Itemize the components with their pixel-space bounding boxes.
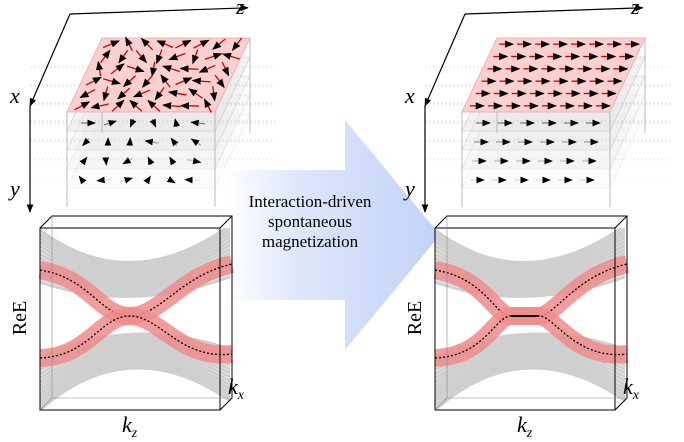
energy-label: ReE	[404, 301, 426, 335]
axis-z	[70, 8, 248, 14]
caption-line: spontaneous	[268, 212, 352, 231]
subscript: z	[131, 426, 138, 441]
kx-label: kx	[623, 374, 640, 403]
right-panel: z x y ReE kz kx	[403, 0, 670, 441]
kx-label: kx	[228, 374, 245, 403]
axis-label: x	[404, 83, 415, 108]
axis-label: x	[9, 83, 20, 108]
caption-line: magnetization	[262, 232, 359, 251]
axis-label: z	[235, 0, 245, 19]
kz-label: kz	[517, 412, 533, 441]
energy-label: ReE	[9, 301, 31, 335]
axis-x	[425, 14, 465, 106]
axis-x	[30, 14, 70, 106]
kz-label: kz	[122, 412, 138, 441]
subscript: z	[526, 426, 533, 441]
caption-line: Interaction-driven	[249, 192, 372, 211]
axis-z	[465, 8, 643, 14]
spin	[106, 157, 107, 165]
spin	[185, 180, 199, 181]
axis-label: z	[630, 0, 640, 19]
axis-label: y	[8, 176, 20, 201]
spin	[180, 68, 198, 69]
figure: Interaction-driven spontaneous magnetiza…	[0, 0, 684, 442]
subscript: x	[237, 388, 245, 403]
axis-label: y	[403, 176, 415, 201]
subscript: x	[632, 388, 640, 403]
